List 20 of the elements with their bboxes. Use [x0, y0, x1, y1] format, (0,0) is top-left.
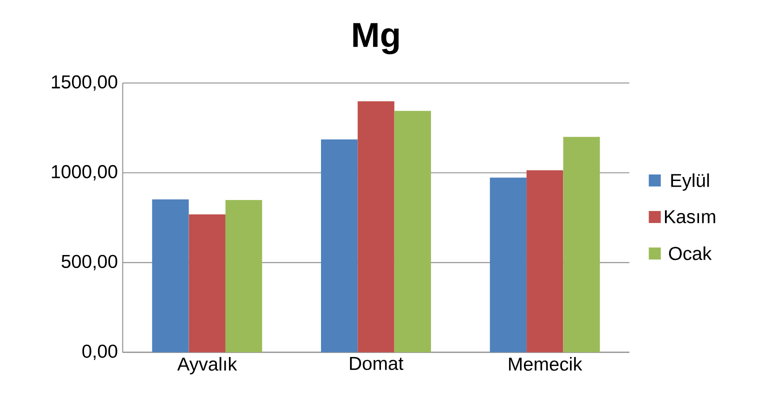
bar	[490, 178, 527, 352]
legend-label: Eylül	[671, 173, 709, 191]
x-tick-label: Memecik	[509, 357, 582, 371]
x-tick-label: Ayvalık	[177, 357, 238, 374]
bar	[225, 200, 262, 352]
y-tick-label: 500,00	[62, 254, 118, 270]
y-tick-label: 1500,00	[52, 75, 118, 91]
legend-label: Ocak	[669, 246, 712, 260]
chart-title: Mg	[353, 23, 399, 54]
bar	[321, 139, 358, 352]
bar	[152, 199, 189, 352]
bar	[394, 110, 431, 352]
bar	[358, 101, 394, 352]
y-tick-label: 1000,00	[52, 165, 118, 180]
legend-label: Kasım	[664, 210, 716, 224]
y-tick-label: 0,00	[82, 344, 118, 360]
bar	[188, 214, 226, 352]
bar	[526, 170, 564, 352]
bar	[563, 136, 600, 352]
x-tick-label: Domat	[350, 357, 404, 370]
